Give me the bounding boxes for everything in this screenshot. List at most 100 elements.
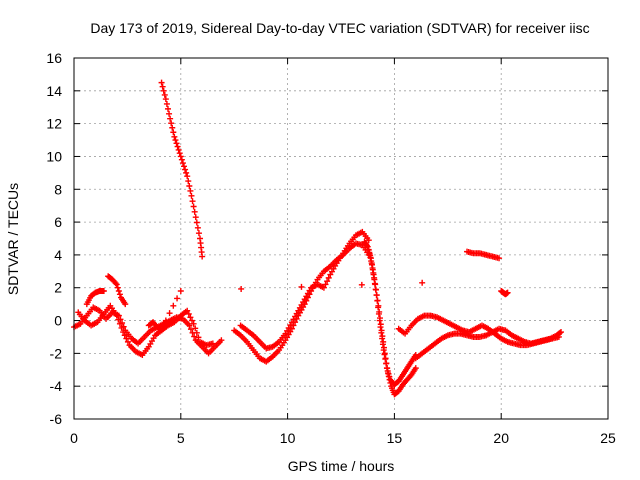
data-point (172, 137, 179, 144)
data-point (386, 373, 393, 380)
data-point (192, 325, 199, 332)
data-point (558, 329, 565, 336)
y-tick-label: 8 (54, 181, 62, 197)
data-point (192, 214, 199, 221)
data-point (100, 288, 107, 295)
series-track-c (83, 288, 107, 308)
series-track-n (145, 279, 426, 334)
data-point (193, 219, 200, 226)
data-point (218, 337, 225, 344)
y-tick-label: -6 (50, 411, 63, 427)
data-point (176, 150, 183, 157)
data-point (116, 320, 123, 327)
data-point (412, 365, 419, 372)
data-point (367, 252, 374, 259)
data-point (124, 338, 131, 345)
series-track-d (105, 273, 129, 308)
data-point (375, 310, 382, 317)
data-point (375, 304, 382, 311)
data-point (378, 329, 385, 336)
axis-ticks: 0 5 10 15 20 25 -6 -4 -2 0 2 4 6 8 10 12 14 16 (46, 50, 616, 446)
y-axis-title: SDTVAR / TECUs (5, 183, 21, 295)
data-point (358, 281, 365, 288)
data-point (419, 279, 426, 286)
data-point (175, 146, 182, 153)
data-point (324, 278, 331, 285)
data-point (364, 243, 371, 250)
chart-title: Day 173 of 2019, Sidereal Day-to-day VTE… (90, 20, 589, 36)
data-point (164, 105, 171, 112)
data-point (159, 83, 166, 90)
data-point (380, 347, 387, 354)
data-point (189, 198, 196, 205)
data-point (167, 115, 174, 122)
data-point (161, 91, 168, 98)
data-point (123, 335, 130, 342)
data-point (496, 255, 503, 262)
data-point (298, 283, 305, 290)
y-tick-label: 6 (54, 214, 62, 230)
data-point (188, 192, 195, 199)
data-point (166, 310, 173, 317)
data-point (116, 291, 123, 298)
data-point (184, 307, 191, 314)
data-point (190, 320, 197, 327)
data-point (193, 329, 200, 336)
y-tick-label: 12 (46, 116, 62, 132)
data-point (377, 324, 384, 331)
series-track-l (464, 248, 503, 262)
data-point (195, 334, 202, 341)
data-point (367, 255, 374, 262)
data-point (173, 140, 180, 147)
data-point (371, 280, 378, 287)
data-point (504, 289, 511, 296)
data-point (383, 365, 390, 372)
data-point (238, 285, 245, 292)
data-point (209, 340, 216, 347)
data-point (115, 288, 122, 295)
data-point (370, 269, 377, 276)
data-point (374, 297, 381, 304)
data-point (371, 274, 378, 281)
series-track-b (75, 302, 216, 359)
data-point (325, 274, 332, 281)
data-point (113, 312, 120, 319)
data-point (113, 281, 120, 288)
data-point (169, 124, 176, 131)
x-tick-label: 10 (280, 430, 296, 446)
data-point (185, 178, 192, 185)
data-point (376, 317, 383, 324)
series-track-k (412, 325, 565, 362)
y-tick-label: 14 (46, 83, 62, 99)
y-tick-label: -4 (50, 378, 63, 394)
data-point (385, 370, 392, 377)
x-tick-label: 5 (177, 430, 185, 446)
data-point (368, 260, 375, 267)
data-point (190, 203, 197, 210)
data-point (177, 153, 184, 160)
data-point (365, 246, 372, 253)
x-tick-label: 0 (70, 430, 78, 446)
data-point (166, 110, 173, 117)
data-point (120, 329, 127, 336)
data-point (379, 335, 386, 342)
data-point (185, 310, 192, 317)
data-point (369, 265, 376, 272)
data-point (191, 208, 198, 215)
data-point (162, 96, 169, 103)
data-point (184, 173, 191, 180)
y-tick-label: 16 (46, 50, 62, 66)
data-point (160, 87, 167, 94)
data-point (168, 120, 175, 127)
series-track-e (158, 79, 206, 260)
data-point (189, 317, 196, 324)
data-point (187, 187, 194, 194)
data-point (186, 182, 193, 189)
data-point (383, 360, 390, 367)
y-tick-label: 10 (46, 148, 62, 164)
x-tick-label: 25 (600, 430, 616, 446)
series-track-m (498, 288, 511, 298)
data-point (181, 163, 188, 170)
data-point (183, 169, 190, 176)
